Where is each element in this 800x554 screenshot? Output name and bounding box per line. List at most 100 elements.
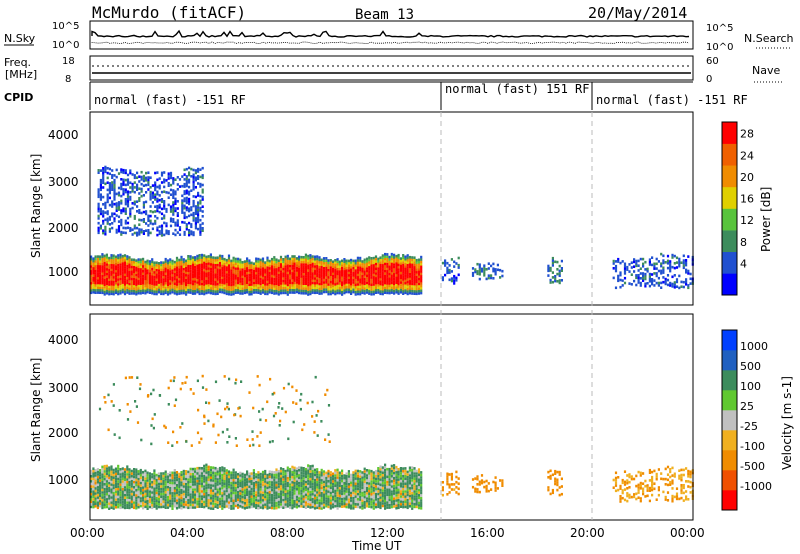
power-cell	[192, 202, 195, 205]
velocity-cell	[273, 501, 276, 505]
velocity-cell	[291, 486, 294, 489]
velocity-cell	[338, 479, 341, 482]
velocity-cell	[214, 472, 217, 475]
velocity-cell	[112, 484, 115, 487]
velocity-cell	[322, 483, 326, 486]
power-cell	[286, 276, 289, 279]
power-cell	[457, 256, 460, 260]
power-cell	[347, 288, 350, 291]
power-cell	[365, 267, 369, 270]
velocity-cell	[329, 473, 332, 477]
power-cell	[149, 214, 152, 218]
velocity-cell	[157, 505, 160, 509]
power-cell	[397, 289, 400, 293]
power-cell	[318, 258, 321, 262]
power-cell	[417, 265, 421, 269]
velocity-cell	[185, 472, 188, 476]
power-cell	[252, 281, 255, 285]
power-cell	[320, 265, 323, 269]
velocity-cell	[307, 495, 310, 498]
power-cell	[397, 287, 400, 291]
power-cell	[261, 276, 265, 280]
velocity-cell	[121, 485, 124, 488]
power-cell	[361, 277, 364, 280]
power-cell	[345, 266, 348, 270]
power-cell	[309, 292, 312, 296]
power-cell	[662, 276, 665, 279]
power-cell	[218, 257, 222, 260]
power-cell	[496, 263, 499, 267]
velocity-cell	[173, 492, 176, 495]
power-cell	[146, 283, 149, 287]
power-cell	[395, 276, 398, 280]
power-cell	[126, 284, 129, 287]
velocity-cell	[230, 481, 233, 485]
power-cell	[200, 282, 203, 286]
power-cell	[99, 178, 102, 182]
power-cell	[92, 283, 95, 287]
power-cell	[207, 286, 210, 289]
velocity-cell	[234, 479, 237, 482]
power-cell	[157, 281, 160, 284]
velocity-cell	[264, 505, 267, 509]
power-cell	[158, 186, 161, 190]
power-cell	[146, 276, 149, 279]
velocity-cell	[214, 477, 217, 480]
velocity-cell	[196, 495, 199, 498]
power-cell	[388, 272, 391, 276]
velocity-cell	[289, 483, 292, 486]
velocity-cell	[194, 485, 197, 489]
velocity-cell	[291, 491, 294, 494]
power-cell	[178, 287, 181, 291]
power-cell	[295, 261, 298, 265]
velocity-cell	[289, 478, 292, 481]
power-cell	[402, 266, 405, 269]
power-cell	[379, 278, 382, 281]
power-cell	[117, 225, 121, 228]
velocity-cell	[295, 503, 298, 506]
power-cell	[142, 232, 145, 235]
velocity-cell	[144, 472, 147, 475]
power-cell	[230, 271, 233, 275]
velocity-cell	[137, 498, 140, 501]
velocity-cell	[103, 464, 106, 468]
power-cell	[92, 269, 95, 272]
velocity-cell	[155, 507, 158, 510]
velocity-cell	[332, 472, 335, 476]
velocity-cell	[332, 482, 335, 486]
velocity-cell	[185, 490, 188, 494]
velocity-cell	[214, 500, 217, 503]
power-cell	[187, 279, 190, 282]
power-cell	[273, 256, 276, 259]
noise-panel	[89, 20, 694, 50]
power-cell	[122, 183, 125, 186]
power-cell	[188, 166, 191, 170]
velocity-cell	[175, 481, 179, 484]
velocity-cell	[103, 503, 106, 506]
power-cell	[114, 291, 118, 295]
power-cell	[108, 172, 111, 176]
power-cell	[200, 292, 203, 295]
power-cell	[119, 260, 122, 264]
power-cell	[126, 274, 129, 277]
power-cell	[169, 171, 173, 175]
power-cell	[393, 280, 396, 283]
velocity-cell	[225, 494, 228, 498]
power-cell	[307, 283, 310, 287]
power-cell	[207, 288, 210, 292]
power-cell	[218, 290, 222, 294]
velocity-cell	[327, 490, 330, 493]
power-cell	[408, 277, 411, 281]
velocity-cell	[205, 496, 208, 500]
power-cell	[307, 276, 310, 279]
power-cell	[279, 265, 283, 268]
power-cell	[218, 264, 222, 267]
velocity-cell	[248, 500, 251, 504]
power-cell	[120, 221, 123, 224]
power-cell	[660, 272, 663, 275]
power-cell	[153, 266, 156, 269]
power-cell	[167, 191, 170, 195]
power-cell	[216, 270, 219, 274]
power-cell	[216, 275, 219, 279]
power-cell	[112, 261, 115, 265]
